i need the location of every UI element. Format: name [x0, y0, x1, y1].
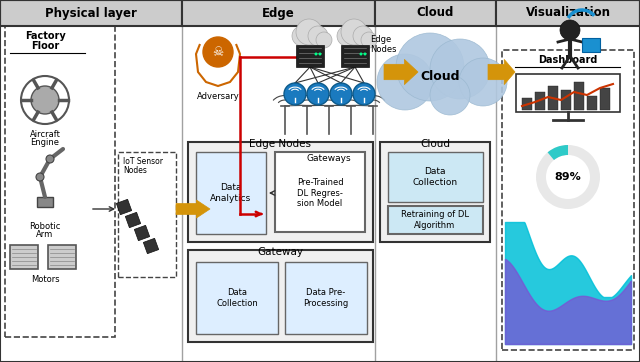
Text: Engine: Engine [31, 138, 60, 147]
Bar [37, 197, 53, 207]
Text: Gateway: Gateway [257, 247, 303, 257]
Circle shape [46, 155, 54, 163]
Bar [388, 152, 483, 202]
Bar [535, 92, 545, 110]
Bar [548, 86, 558, 110]
Text: Cloud: Cloud [417, 7, 454, 20]
Circle shape [396, 33, 464, 101]
Text: Gateways: Gateways [307, 154, 351, 163]
Circle shape [330, 83, 352, 105]
Circle shape [319, 52, 321, 55]
Text: Physical layer: Physical layer [45, 7, 137, 20]
Text: Data
Collection: Data Collection [216, 288, 258, 308]
Text: Nodes: Nodes [123, 166, 147, 175]
Bar [561, 90, 571, 110]
Text: Robotic: Robotic [29, 222, 61, 231]
Circle shape [377, 54, 433, 110]
Bar [196, 152, 266, 234]
Text: Floor: Floor [31, 41, 59, 51]
Circle shape [203, 37, 233, 67]
Bar [0, 0, 182, 26]
Text: Pre-Trained
DL Regres-
sion Model: Pre-Trained DL Regres- sion Model [297, 178, 343, 208]
Polygon shape [384, 59, 418, 85]
Bar [196, 262, 278, 334]
Text: IoT Sensor: IoT Sensor [123, 157, 163, 166]
Bar [341, 45, 369, 67]
Circle shape [314, 52, 317, 55]
Text: Factory: Factory [24, 31, 65, 41]
Circle shape [353, 83, 375, 105]
Circle shape [31, 86, 59, 114]
Bar [48, 245, 76, 269]
Bar [375, 0, 496, 26]
Polygon shape [134, 225, 150, 241]
Circle shape [430, 39, 490, 99]
Circle shape [284, 83, 306, 105]
Bar [516, 74, 620, 112]
Text: Retraining of DL
Algorithm: Retraining of DL Algorithm [401, 210, 469, 230]
Circle shape [353, 26, 373, 46]
Circle shape [364, 52, 367, 55]
Polygon shape [125, 212, 141, 228]
Text: Data
Analytics: Data Analytics [211, 183, 252, 203]
Bar [285, 262, 367, 334]
Circle shape [36, 173, 44, 181]
Bar [188, 142, 373, 242]
Text: Aircraft: Aircraft [29, 130, 60, 139]
Text: Edge Nodes: Edge Nodes [249, 139, 311, 149]
Text: Edge: Edge [262, 7, 295, 20]
Text: Data
Collection: Data Collection [412, 167, 458, 187]
Text: Dashboard: Dashboard [538, 55, 598, 65]
Circle shape [292, 26, 312, 46]
Bar [600, 88, 610, 110]
Text: Data Pre-
Processing: Data Pre- Processing [303, 288, 349, 308]
Bar [5, 7, 115, 337]
Text: Arm: Arm [36, 230, 54, 239]
Circle shape [361, 32, 377, 48]
Bar [582, 38, 600, 52]
Text: Cloud: Cloud [420, 139, 450, 149]
Polygon shape [143, 238, 159, 254]
Bar [182, 0, 375, 26]
Wedge shape [548, 145, 568, 160]
Text: Nodes: Nodes [370, 46, 397, 55]
Polygon shape [488, 59, 515, 85]
Circle shape [296, 19, 322, 45]
Circle shape [560, 20, 580, 40]
Circle shape [360, 52, 362, 55]
Circle shape [337, 26, 357, 46]
Text: Adversary: Adversary [196, 92, 239, 101]
Text: ☠: ☠ [212, 46, 223, 59]
Text: Cloud: Cloud [420, 71, 460, 84]
Wedge shape [536, 145, 600, 209]
Circle shape [308, 26, 328, 46]
Bar [587, 96, 597, 110]
Bar [522, 98, 532, 110]
Bar [502, 50, 634, 350]
Circle shape [430, 75, 470, 115]
Circle shape [316, 32, 332, 48]
Bar [275, 152, 365, 232]
Circle shape [307, 83, 329, 105]
Bar [188, 250, 373, 342]
Polygon shape [116, 199, 132, 215]
Circle shape [341, 19, 367, 45]
Bar [496, 0, 640, 26]
Bar [118, 152, 176, 277]
Text: Edge: Edge [370, 35, 391, 45]
Bar [296, 45, 324, 67]
Bar [10, 245, 38, 269]
Bar [574, 82, 584, 110]
Text: Visualization: Visualization [525, 7, 611, 20]
Bar [388, 206, 483, 234]
Text: 89%: 89% [555, 172, 581, 182]
Circle shape [459, 58, 507, 106]
Polygon shape [176, 200, 210, 218]
Text: Motors: Motors [31, 275, 60, 284]
Bar [380, 142, 490, 242]
